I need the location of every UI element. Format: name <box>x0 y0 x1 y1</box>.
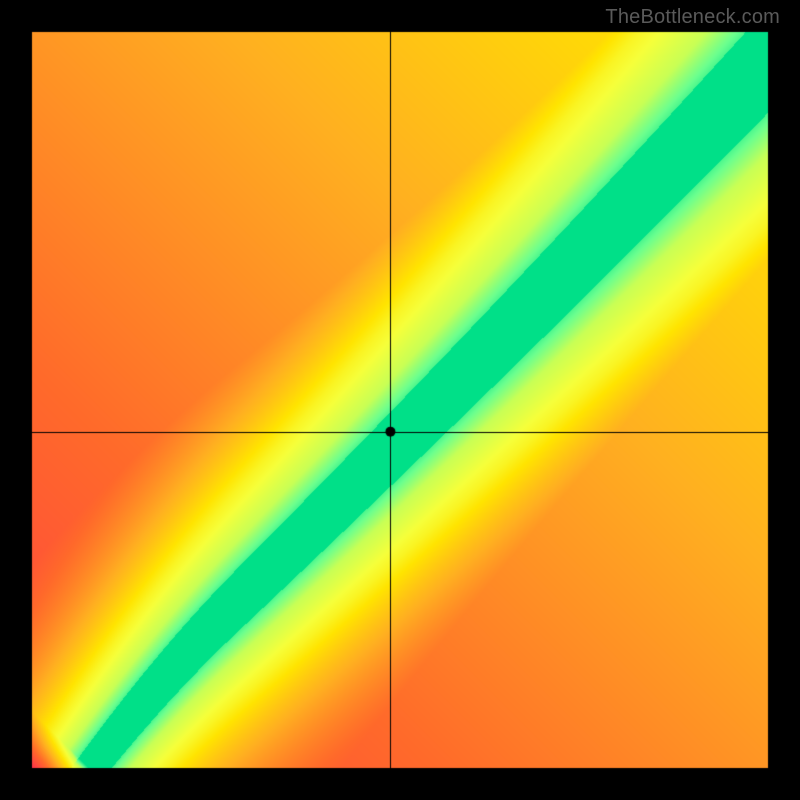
watermark-label: TheBottleneck.com <box>605 6 780 29</box>
heatmap-canvas <box>0 0 800 800</box>
